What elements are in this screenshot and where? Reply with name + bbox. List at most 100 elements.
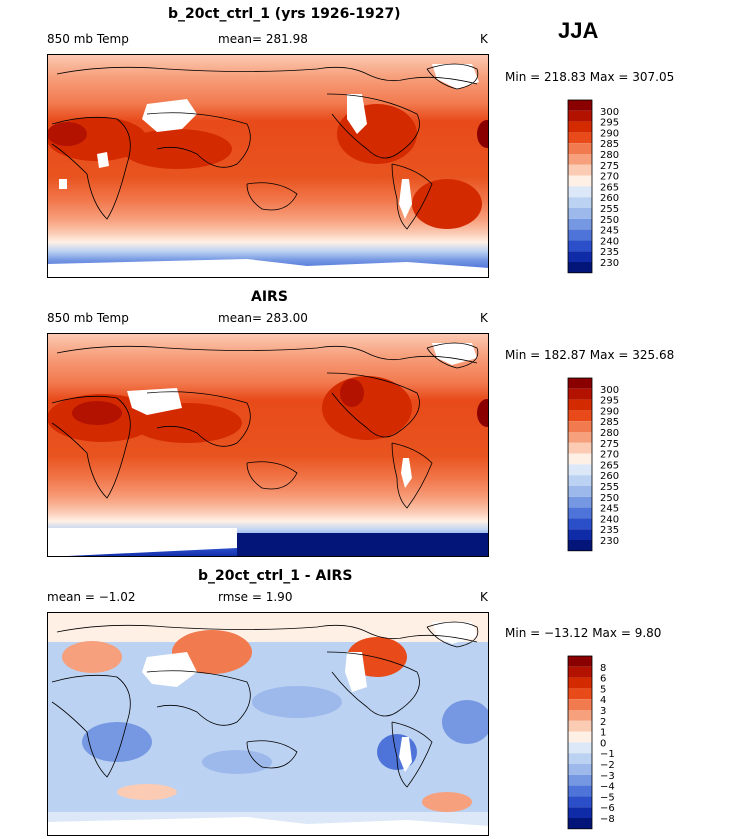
panel3-colorbar-swatch bbox=[568, 656, 592, 667]
panel3-colorbar-swatch bbox=[568, 764, 592, 775]
panel1-colorbar-swatch bbox=[568, 100, 592, 111]
panel2-colorbar-tick-label: 255 bbox=[600, 482, 619, 493]
panel2-colorbar-tick-label: 280 bbox=[600, 428, 619, 439]
panel1-colorbar-swatch bbox=[568, 175, 592, 187]
panel3-cold-anomaly bbox=[202, 750, 272, 774]
panel2-colorbar-swatch bbox=[568, 399, 592, 411]
panel2-units-label: K bbox=[480, 311, 488, 325]
panel1-colorbar-swatches bbox=[567, 99, 593, 274]
panel3-colorbar-tick-label: −3 bbox=[600, 771, 615, 782]
panel1-colorbar-swatch bbox=[568, 197, 592, 208]
panel3-tibet-mask bbox=[142, 652, 197, 687]
panel2-variable-label: 850 mb Temp bbox=[47, 311, 129, 325]
panel1-colorbar-tick-label: 255 bbox=[600, 204, 619, 215]
panel1-colorbar-swatch bbox=[568, 154, 592, 165]
panel1-colorbar-swatch bbox=[568, 240, 592, 252]
panel3-map-frame bbox=[47, 612, 489, 836]
panel1-andes-mask bbox=[399, 179, 412, 219]
panel1-colorbar-tick-label: 290 bbox=[600, 128, 619, 139]
panel2-colorbar-swatch bbox=[568, 496, 592, 508]
panel2-colorbar-tick-label: 295 bbox=[600, 396, 619, 407]
panel2-colorbar: 3002952902852802752702652602552502452402… bbox=[567, 377, 619, 552]
panel2-hot-region bbox=[72, 401, 122, 425]
panel2-colorbar-tick-label: 265 bbox=[600, 460, 619, 471]
panel3-colorbar-swatch bbox=[568, 796, 592, 808]
panel3-antarctica-mask bbox=[47, 817, 489, 836]
panel1-minmax-label: Min = 218.83 Max = 307.05 bbox=[505, 70, 675, 84]
panel3-rmse-label: rmse = 1.90 bbox=[218, 590, 293, 604]
panel3-colorbar-swatch bbox=[568, 742, 592, 754]
panel1-colorbar-swatch bbox=[568, 251, 592, 262]
panel1-variable-label: 850 mb Temp bbox=[47, 32, 129, 46]
panel2-colorbar-swatch bbox=[568, 453, 592, 465]
panel2-hot-region bbox=[340, 379, 364, 407]
panel3-cold-anomaly bbox=[82, 722, 152, 762]
panel2-colorbar-tick-label: 245 bbox=[600, 504, 619, 515]
panel1-antarctica-mask bbox=[47, 259, 489, 278]
panel1-colorbar-tick-label: 245 bbox=[600, 226, 619, 237]
panel2-colorbar-tick-label: 300 bbox=[600, 385, 619, 396]
panel2-colorbar-tick-label: 285 bbox=[600, 417, 619, 428]
panel2-colorbar-swatch bbox=[568, 540, 592, 551]
panel2-colorbar-tick-label: 275 bbox=[600, 439, 619, 450]
panel1-map bbox=[47, 54, 489, 278]
panel3-warm-anomaly bbox=[422, 792, 472, 812]
panel1-colorbar-swatch bbox=[568, 186, 592, 198]
panel1-colorbar-tick-label: 260 bbox=[600, 193, 619, 204]
panel2-colorbar-swatch bbox=[568, 378, 592, 389]
panel1-title: b_20ct_ctrl_1 (yrs 1926-1927) bbox=[168, 6, 401, 22]
panel1-coastlines bbox=[51, 63, 479, 230]
panel2-warm-region bbox=[132, 403, 242, 443]
panel3-colorbar-swatches bbox=[567, 655, 593, 830]
panel1-colorbar-swatch bbox=[568, 218, 592, 230]
panel1-colorbar-swatch bbox=[568, 229, 592, 241]
panel2-mean-label: mean= 283.00 bbox=[218, 311, 308, 325]
panel3-coastlines bbox=[51, 621, 479, 788]
panel3-units-label: K bbox=[480, 590, 488, 604]
panel1-colorbar-labels: 3002952902852802752702652602552502452402… bbox=[600, 107, 619, 269]
panel3-colorbar-swatch bbox=[568, 807, 592, 818]
panel3-map bbox=[47, 612, 489, 836]
panel1-colorbar-tick-label: 280 bbox=[600, 150, 619, 161]
panel1-colorbar-tick-label: 275 bbox=[600, 161, 619, 172]
panel2-colorbar-frame bbox=[567, 377, 593, 552]
panel1-colorbar-tick-label: 300 bbox=[600, 107, 619, 118]
panel3-colorbar-swatch bbox=[568, 710, 592, 721]
panel1-colorbar-tick-label: 240 bbox=[600, 236, 619, 247]
panel2-colorbar-labels: 3002952902852802752702652602552502452402… bbox=[600, 385, 619, 547]
panel3-colorbar-tick-label: 4 bbox=[600, 695, 606, 706]
panel2-hot-region bbox=[477, 399, 489, 427]
panel3-colorbar-tick-label: 3 bbox=[600, 706, 606, 717]
panel3-colorbar-swatch bbox=[568, 688, 592, 700]
panel1-map-field bbox=[47, 54, 489, 278]
panel1-colorbar-frame bbox=[567, 99, 593, 274]
panel2-colorbar-tick-label: 270 bbox=[600, 450, 619, 461]
panel3-cold-anomaly bbox=[252, 686, 342, 718]
panel2-map-frame bbox=[47, 333, 489, 557]
panel2-title: AIRS bbox=[251, 289, 288, 305]
panel2-minmax-label: Min = 182.87 Max = 325.68 bbox=[505, 348, 675, 362]
panel1-warm-region bbox=[122, 129, 232, 169]
panel1-colorbar-swatch bbox=[568, 143, 592, 154]
panel3-colorbar-swatch bbox=[568, 666, 592, 678]
panel1-colorbar-tick-label: 285 bbox=[600, 139, 619, 150]
panel2-colorbar-swatch bbox=[568, 518, 592, 530]
panel3-title: b_20ct_ctrl_1 - AIRS bbox=[198, 568, 353, 584]
panel2-colorbar-swatch bbox=[568, 432, 592, 443]
panel3-colorbar-tick-label: −2 bbox=[600, 760, 615, 771]
panel1-hot-region bbox=[477, 120, 489, 148]
panel3-cold-anomaly bbox=[442, 700, 489, 744]
panel2-colorbar-swatch bbox=[568, 486, 592, 497]
panel1-colorbar-tick-label: 265 bbox=[600, 182, 619, 193]
panel2-colorbar-swatch bbox=[568, 529, 592, 540]
panel2-andes-mask bbox=[401, 458, 412, 488]
panel3-mean-label: mean = −1.02 bbox=[47, 590, 136, 604]
panel2-warm-region bbox=[322, 376, 412, 440]
panel3-warm-anomaly bbox=[117, 784, 177, 800]
panel3-greenland-mask bbox=[432, 622, 477, 644]
panel3-colorbar-swatch bbox=[568, 753, 592, 764]
panel3-colorbar-swatch bbox=[568, 774, 592, 786]
panel2-tibet-mask bbox=[127, 388, 182, 415]
